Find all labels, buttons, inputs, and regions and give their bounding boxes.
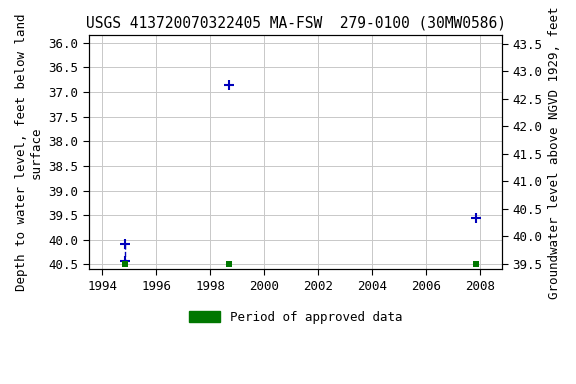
- Legend: Period of approved data: Period of approved data: [184, 306, 407, 329]
- Y-axis label: Depth to water level, feet below land
surface: Depth to water level, feet below land su…: [15, 13, 43, 291]
- Y-axis label: Groundwater level above NGVD 1929, feet: Groundwater level above NGVD 1929, feet: [548, 6, 561, 299]
- Title: USGS 413720070322405 MA-FSW  279-0100 (30MW0586): USGS 413720070322405 MA-FSW 279-0100 (30…: [85, 15, 506, 30]
